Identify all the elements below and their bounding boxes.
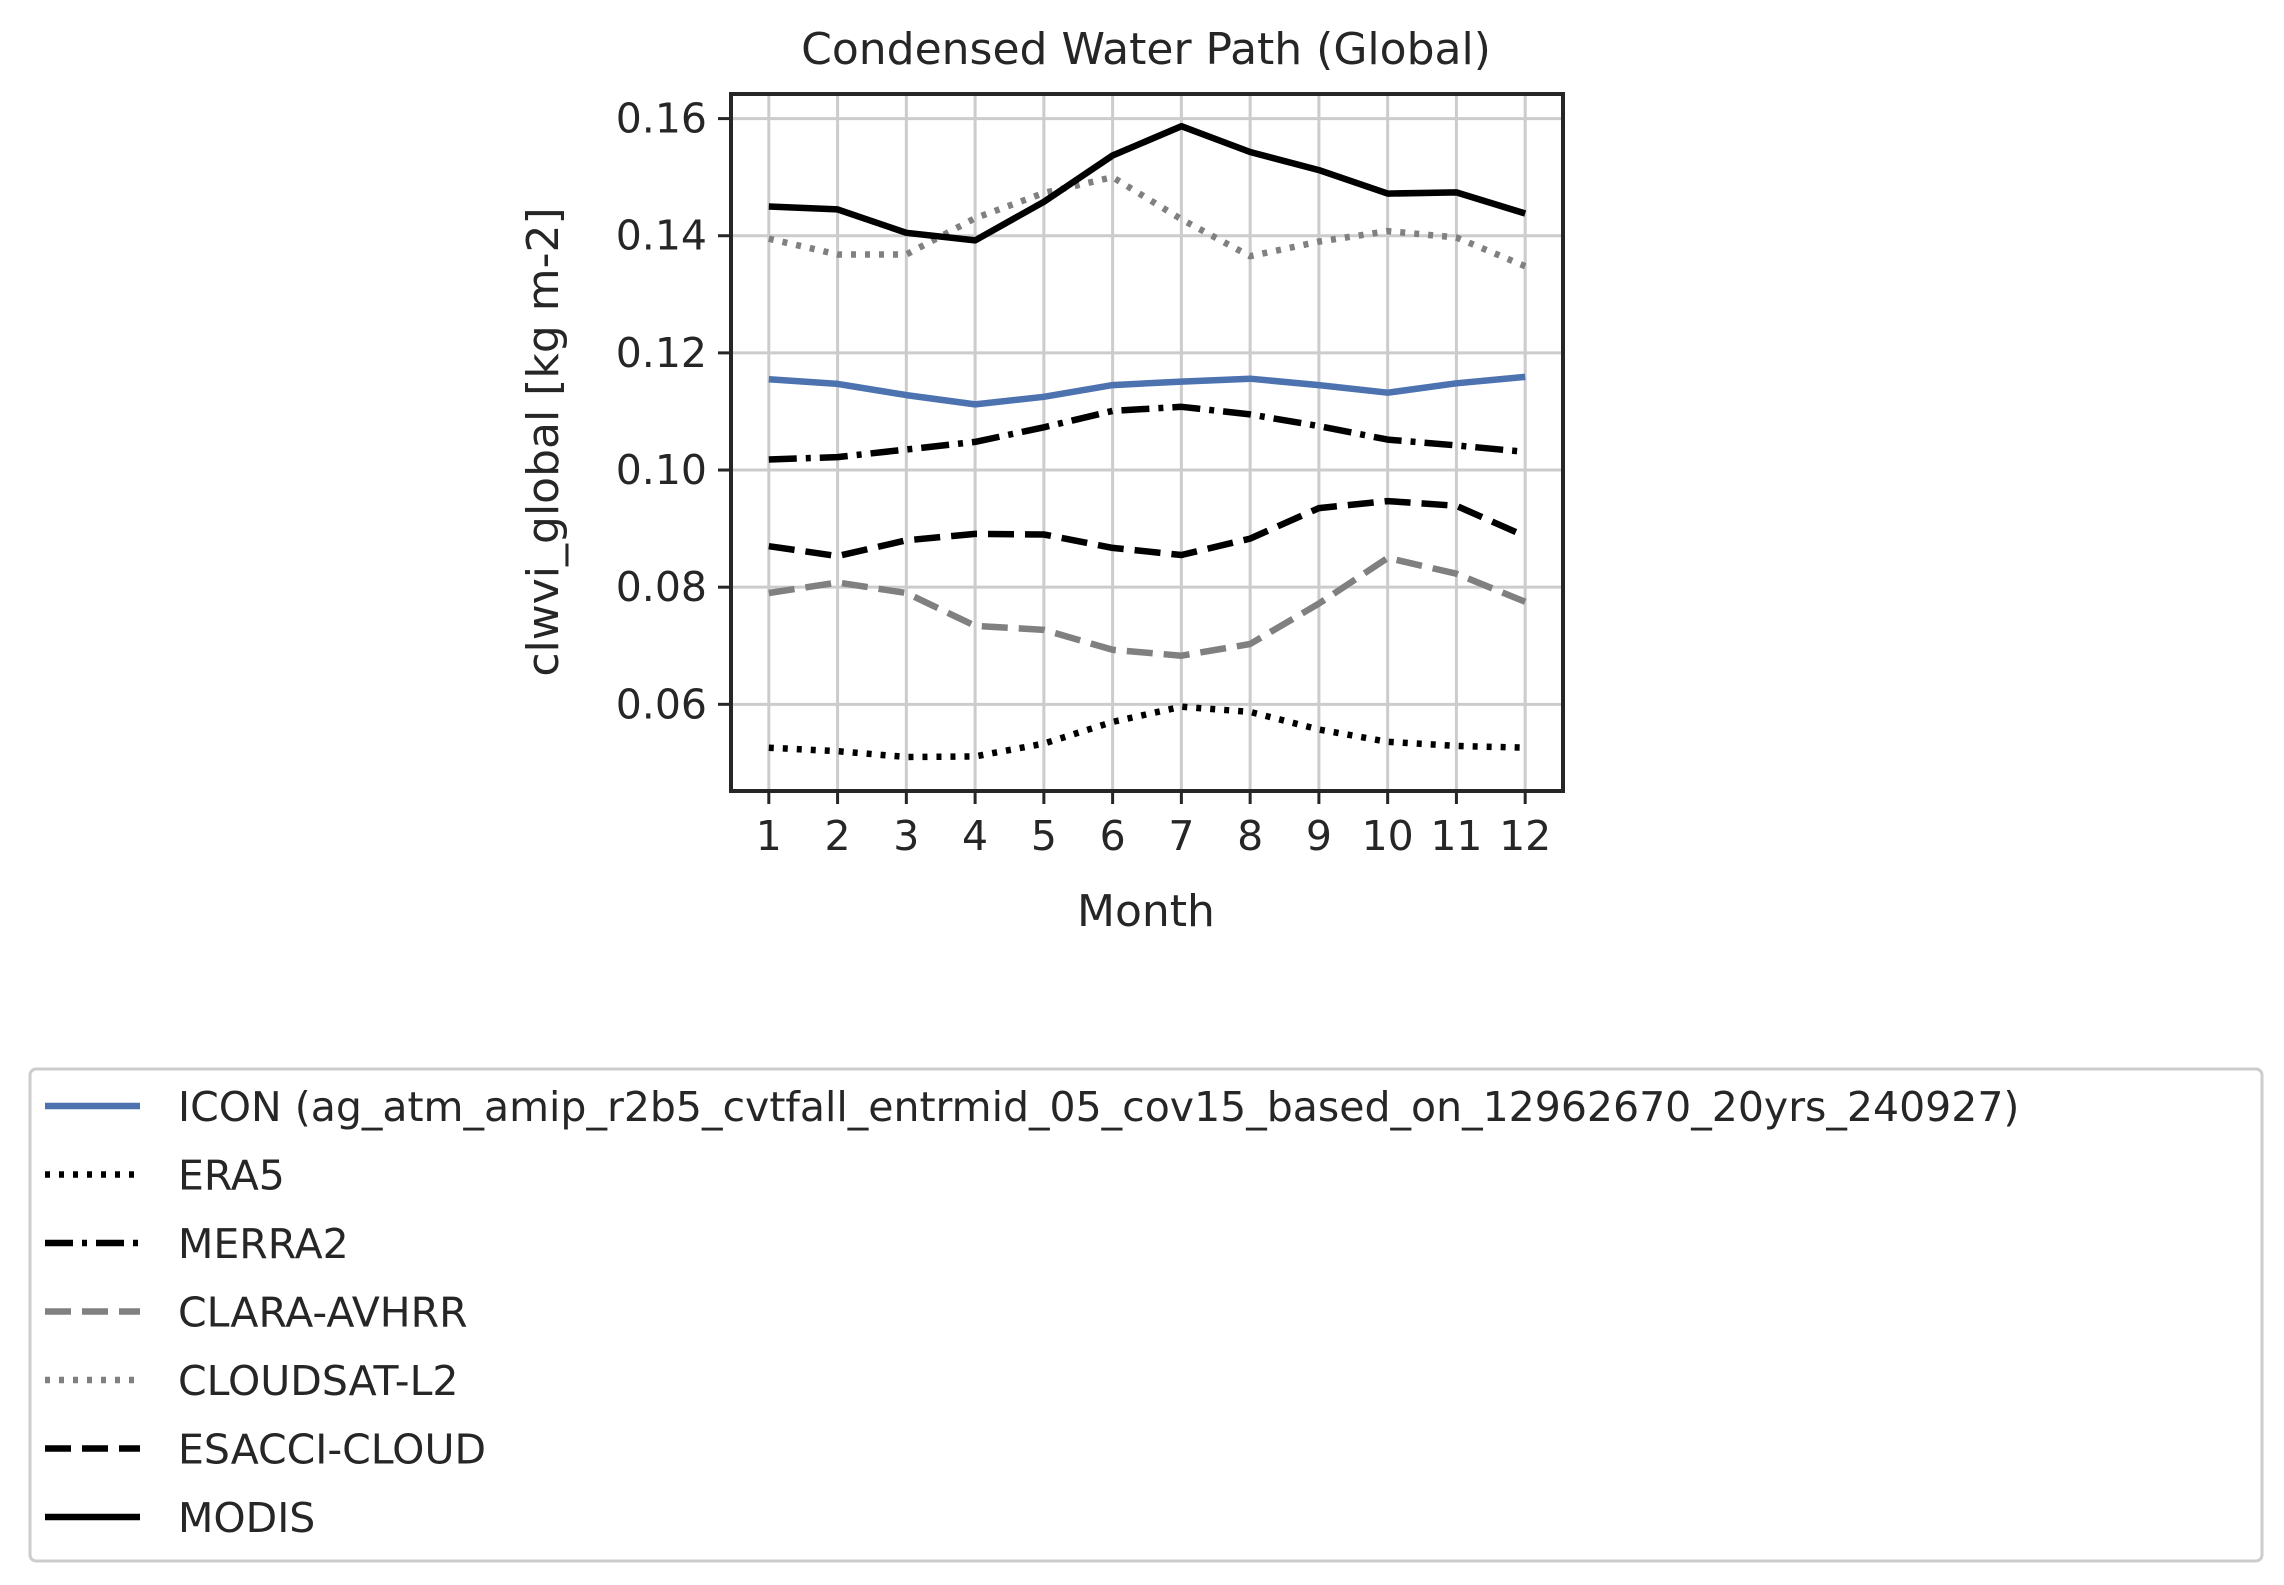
legend-label: ICON (ag_atm_amip_r2b5_cvtfall_entrmid_0… [178,1083,2019,1131]
x-tick-label: 9 [1306,812,1332,860]
series-line-icon-ag-atm-amip-r2b5-cvtfall-entrmid-05 [768,373,1526,408]
x-ticks: 1 2 3 4 5 6 7 8 9 10 11 12 [756,791,1551,860]
legend-label: ESACCI-CLOUD [178,1426,486,1474]
legend-label: CLARA-AVHRR [178,1289,468,1337]
legend: ICON (ag_atm_amip_r2b5_cvtfall_entrmid_0… [28,1067,2264,1563]
series-line-clara-avhrr [768,554,1527,659]
y-tick-label: 0.12 [616,329,707,377]
x-tick-label: 7 [1168,812,1194,860]
series-layer [768,122,1527,761]
legend-frame [28,1067,2264,1563]
y-tick-label: 0.06 [616,680,707,728]
x-tick-label: 11 [1430,812,1482,860]
x-tick-label: 2 [825,812,851,860]
x-tick-label: 4 [962,812,988,860]
plot-frame [729,92,1565,793]
x-tick-label: 1 [756,812,782,860]
legend-label: ERA5 [178,1152,285,1200]
y-tick-label: 0.08 [616,563,707,611]
x-tick-label: 3 [893,812,919,860]
legend-label: CLOUDSAT-L2 [178,1357,459,1405]
y-tick-label: 0.14 [616,212,707,260]
x-tick-label: 5 [1031,812,1057,860]
legend-label: MODIS [178,1494,315,1542]
series-line-merra2 [768,403,1526,463]
series-line-modis [768,122,1527,244]
x-axis-label: Month [1077,886,1215,937]
y-tick-label: 0.16 [616,95,707,143]
x-tick-label: 8 [1237,812,1263,860]
y-ticks: 0.06 0.08 0.10 0.12 0.14 0.16 [616,95,731,728]
chart-title: Condensed Water Path (Global) [801,24,1491,75]
series-line-cloudsat-l2 [768,173,1527,270]
series-line-era5 [768,703,1526,761]
x-tick-label: 6 [1100,812,1126,860]
y-tick-label: 0.10 [616,446,707,494]
y-axis-label: clwvi_global [kg m-2] [518,207,569,676]
series-line-esacci-cloud [768,497,1527,560]
x-tick-label: 10 [1362,812,1414,860]
x-tick-label: 12 [1499,812,1551,860]
legend-label: MERRA2 [178,1220,349,1268]
